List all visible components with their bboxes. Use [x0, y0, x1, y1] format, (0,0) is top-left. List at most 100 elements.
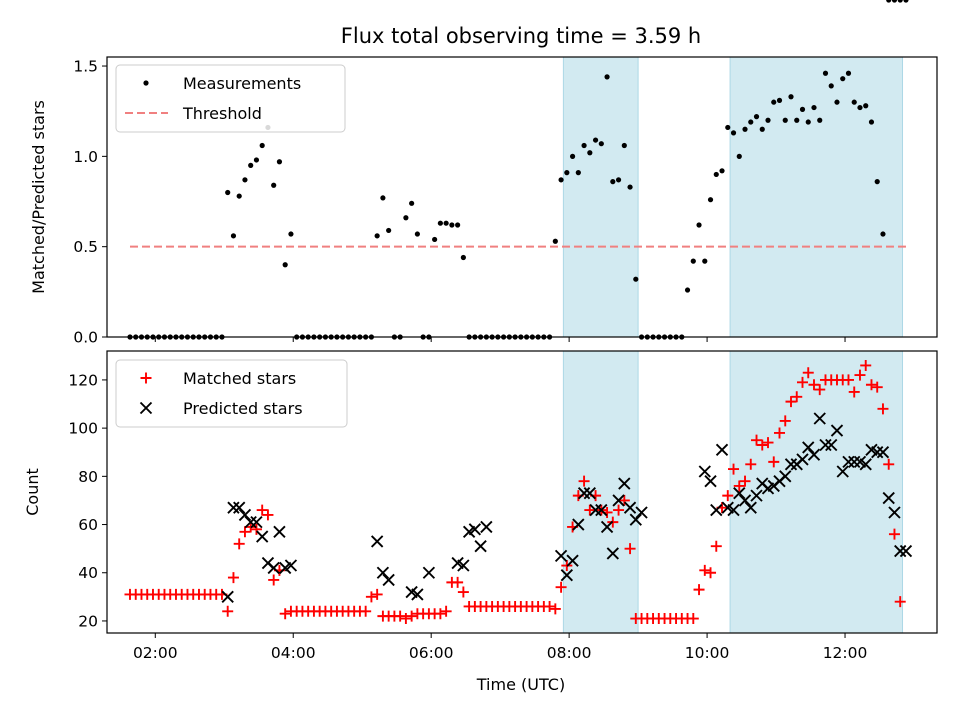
data-point: [627, 184, 633, 190]
data-point: [468, 523, 482, 536]
data-point: [606, 547, 619, 560]
data-point: [250, 515, 263, 529]
data-point: [623, 501, 637, 514]
data-point: [791, 391, 803, 403]
data-point: [842, 374, 854, 386]
data-point: [774, 427, 786, 439]
legend-box: [115, 64, 346, 133]
data-point: [600, 520, 614, 534]
data-point: [739, 475, 751, 487]
y-tick-label: 20: [78, 612, 98, 630]
data-point: [583, 487, 596, 500]
data-point: [560, 568, 574, 582]
data-point: [604, 74, 610, 80]
data-point: [779, 470, 792, 483]
legend-label: Measurements: [183, 74, 301, 93]
data-point: [394, 610, 406, 622]
data-point: [684, 287, 691, 293]
data-point: [693, 584, 705, 596]
data-point: [751, 434, 763, 446]
data-point: [434, 608, 446, 620]
y-tick-label: 40: [78, 564, 98, 582]
data-point: [452, 576, 464, 588]
data-point: [400, 613, 412, 625]
data-point: [422, 566, 436, 579]
data-point: [871, 381, 883, 393]
data-point: [221, 590, 234, 604]
data-point: [796, 376, 808, 388]
data-point: [437, 220, 443, 226]
y-tick-label: 100: [68, 420, 98, 438]
data-point: [584, 504, 596, 516]
data-point: [874, 179, 880, 185]
data-point: [727, 503, 740, 517]
data-point: [704, 474, 717, 488]
data-point: [624, 543, 636, 555]
data-point: [822, 70, 829, 76]
data-point: [825, 438, 838, 452]
data-point: [409, 200, 415, 206]
data-point: [440, 605, 452, 617]
data-point: [736, 153, 742, 159]
data-point: [227, 572, 239, 584]
data-point: [698, 465, 711, 478]
data-point: [382, 573, 395, 587]
data-point: [865, 379, 877, 391]
data-point: [554, 549, 568, 563]
legend-label: Predicted stars: [183, 399, 303, 418]
y-axis-label: Count: [23, 468, 42, 516]
data-point: [894, 544, 907, 558]
data-point: [796, 453, 809, 466]
data-point: [903, 0, 909, 3]
data-point: [615, 177, 622, 183]
data-point: [894, 596, 906, 608]
data-point: [744, 501, 757, 514]
data-point: [238, 508, 252, 522]
data-point: [558, 177, 564, 183]
data-point: [244, 515, 257, 529]
data-point: [854, 369, 866, 381]
data-point: [713, 171, 719, 178]
data-point: [811, 104, 817, 111]
data-point: [449, 222, 455, 228]
data-point: [756, 439, 768, 451]
data-point: [279, 608, 291, 620]
data-point: [621, 142, 627, 149]
y-tick-label: 60: [78, 516, 98, 534]
data-point: [888, 506, 901, 519]
data-point: [722, 490, 734, 502]
data-point: [480, 520, 493, 534]
data-point: [239, 526, 251, 538]
x-tick-label: 02:00: [133, 644, 178, 662]
data-point: [771, 99, 777, 105]
series: [127, 0, 909, 340]
data-point: [406, 610, 418, 622]
data-point: [880, 231, 886, 237]
data-point: [891, 0, 898, 3]
data-point: [592, 137, 599, 143]
data-point: [633, 276, 639, 282]
y-tick-label: 1.0: [73, 148, 98, 166]
data-point: [725, 124, 731, 131]
data-point: [262, 509, 274, 521]
data-point: [782, 117, 788, 123]
data-point: [785, 396, 797, 408]
data-point: [702, 258, 708, 264]
series: [221, 412, 913, 604]
data-point: [848, 386, 860, 398]
data-point: [742, 126, 748, 132]
data-point: [365, 591, 377, 603]
data-point: [779, 415, 791, 427]
data-point: [577, 487, 591, 500]
data-point: [139, 401, 153, 415]
data-point: [860, 359, 872, 371]
data-point: [360, 605, 372, 617]
data-point: [386, 227, 392, 234]
data-point: [566, 554, 579, 567]
data-point: [374, 233, 380, 239]
data-point: [851, 99, 857, 105]
observing-interval-band: [562, 56, 639, 338]
x-tick-label: 04:00: [271, 644, 316, 662]
data-point: [733, 487, 746, 500]
